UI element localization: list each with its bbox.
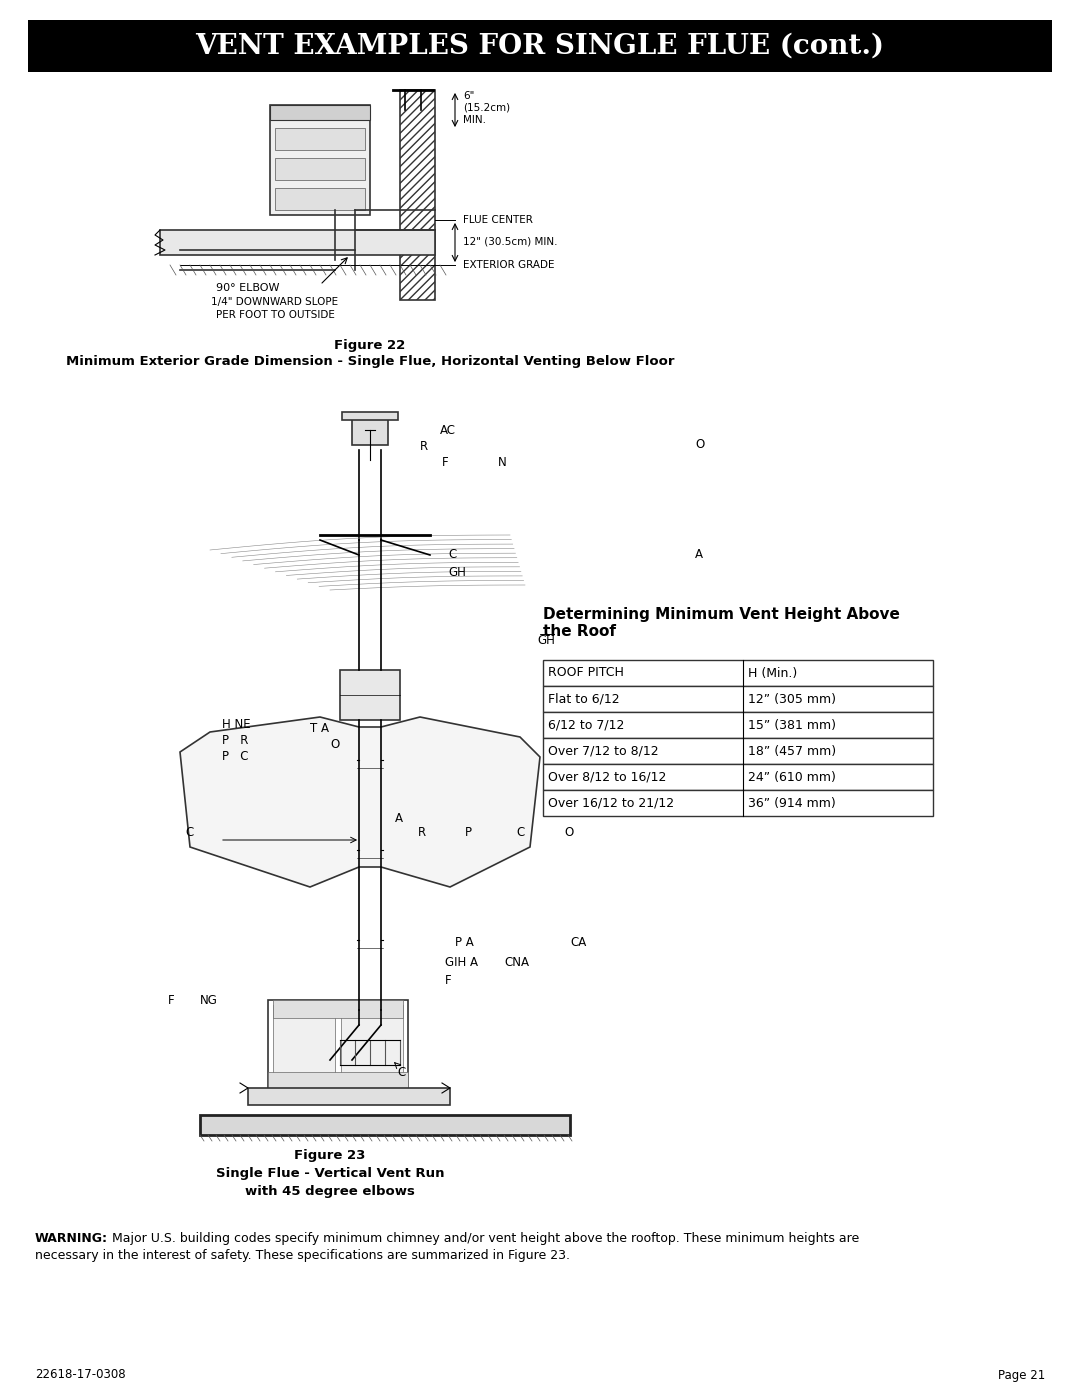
Bar xyxy=(248,1088,450,1105)
Text: R: R xyxy=(418,827,427,840)
Bar xyxy=(543,712,933,738)
Text: R: R xyxy=(420,440,428,454)
Text: EXTERIOR GRADE: EXTERIOR GRADE xyxy=(463,260,554,270)
Text: F: F xyxy=(168,993,175,1006)
Text: F: F xyxy=(445,974,451,986)
Text: ROOF PITCH: ROOF PITCH xyxy=(548,666,624,679)
Text: 6/12 to 7/12: 6/12 to 7/12 xyxy=(548,718,624,732)
Text: A: A xyxy=(696,549,703,562)
Bar xyxy=(270,105,370,120)
Text: C: C xyxy=(185,827,193,840)
Bar xyxy=(341,1004,403,1085)
Bar xyxy=(340,671,400,719)
Bar xyxy=(268,1071,408,1090)
Text: 1/4" DOWNWARD SLOPE: 1/4" DOWNWARD SLOPE xyxy=(212,298,338,307)
Text: CNA: CNA xyxy=(504,956,529,968)
Text: H NE: H NE xyxy=(222,718,251,732)
Text: FLUE CENTER: FLUE CENTER xyxy=(463,215,532,225)
Text: CA: CA xyxy=(570,936,586,950)
Text: O: O xyxy=(564,827,573,840)
Text: NG: NG xyxy=(200,993,218,1006)
Text: 24” (610 mm): 24” (610 mm) xyxy=(748,771,836,784)
Bar xyxy=(543,659,933,686)
Bar xyxy=(543,686,933,712)
Text: Figure 22: Figure 22 xyxy=(335,338,406,352)
Text: 22618-17-0308: 22618-17-0308 xyxy=(35,1369,125,1382)
Text: A: A xyxy=(395,812,403,824)
Text: VENT EXAMPLES FOR SINGLE FLUE (cont.): VENT EXAMPLES FOR SINGLE FLUE (cont.) xyxy=(195,32,885,60)
Text: 12" (30.5cm) MIN.: 12" (30.5cm) MIN. xyxy=(463,237,557,247)
Text: O: O xyxy=(330,739,339,752)
Text: Figure 23: Figure 23 xyxy=(295,1148,366,1161)
Text: G̅H̅: G̅H̅ xyxy=(537,633,555,647)
Text: 6"
(15.2cm)
MIN.: 6" (15.2cm) MIN. xyxy=(463,91,510,124)
Text: C: C xyxy=(448,549,456,562)
Text: necessary in the interest of safety. These specifications are summarized in Figu: necessary in the interest of safety. The… xyxy=(35,1249,570,1261)
Bar xyxy=(352,415,388,446)
Text: P: P xyxy=(465,827,472,840)
Text: H (Min.): H (Min.) xyxy=(748,666,797,679)
Text: Minimum Exterior Grade Dimension - Single Flue, Horizontal Venting Below Floor: Minimum Exterior Grade Dimension - Singl… xyxy=(66,355,674,369)
Text: P   R: P R xyxy=(222,735,248,747)
Bar xyxy=(270,105,370,215)
Text: Over 8/12 to 16/12: Over 8/12 to 16/12 xyxy=(548,771,666,784)
Text: Over 16/12 to 21/12: Over 16/12 to 21/12 xyxy=(548,796,674,809)
Text: C: C xyxy=(516,827,524,840)
Text: the Roof: the Roof xyxy=(543,624,616,638)
Bar xyxy=(268,1000,408,1090)
Text: 12” (305 mm): 12” (305 mm) xyxy=(748,693,836,705)
Text: Single Flue - Vertical Vent Run: Single Flue - Vertical Vent Run xyxy=(216,1166,444,1179)
Text: 18” (457 mm): 18” (457 mm) xyxy=(748,745,836,757)
Text: Determining Minimum Vent Height Above: Determining Minimum Vent Height Above xyxy=(543,608,900,622)
Text: 36” (914 mm): 36” (914 mm) xyxy=(748,796,836,809)
Text: AC: AC xyxy=(440,423,456,436)
Text: Major U.S. building codes specify minimum chimney and/or vent height above the r: Major U.S. building codes specify minimu… xyxy=(108,1232,860,1245)
Text: T A: T A xyxy=(310,721,329,735)
Text: Page 21: Page 21 xyxy=(998,1369,1045,1382)
Text: GH: GH xyxy=(448,567,465,580)
Text: PER FOOT TO OUTSIDE: PER FOOT TO OUTSIDE xyxy=(216,310,335,320)
Bar xyxy=(400,89,435,300)
Polygon shape xyxy=(180,717,540,887)
Text: WARNING:: WARNING: xyxy=(35,1232,108,1245)
Bar xyxy=(543,789,933,816)
Text: GIH A: GIH A xyxy=(445,956,478,968)
Bar xyxy=(342,412,399,420)
Text: N: N xyxy=(498,457,507,469)
Bar xyxy=(160,231,435,256)
Text: P A: P A xyxy=(455,936,474,950)
Text: F: F xyxy=(442,457,448,469)
Bar xyxy=(543,738,933,764)
Text: O: O xyxy=(696,439,704,451)
Text: with 45 degree elbows: with 45 degree elbows xyxy=(245,1185,415,1197)
Bar xyxy=(543,764,933,789)
Bar xyxy=(200,1115,570,1134)
Bar xyxy=(273,1004,335,1085)
Text: Flat to 6/12: Flat to 6/12 xyxy=(548,693,620,705)
Text: Over 7/12 to 8/12: Over 7/12 to 8/12 xyxy=(548,745,659,757)
Text: 15” (381 mm): 15” (381 mm) xyxy=(748,718,836,732)
Bar xyxy=(28,20,1052,73)
Text: C: C xyxy=(397,1066,405,1078)
Text: 90° ELBOW: 90° ELBOW xyxy=(216,284,280,293)
Text: P   C: P C xyxy=(222,750,248,764)
Bar xyxy=(275,129,365,149)
Bar xyxy=(273,1000,403,1018)
Bar xyxy=(275,158,365,180)
Bar xyxy=(275,189,365,210)
